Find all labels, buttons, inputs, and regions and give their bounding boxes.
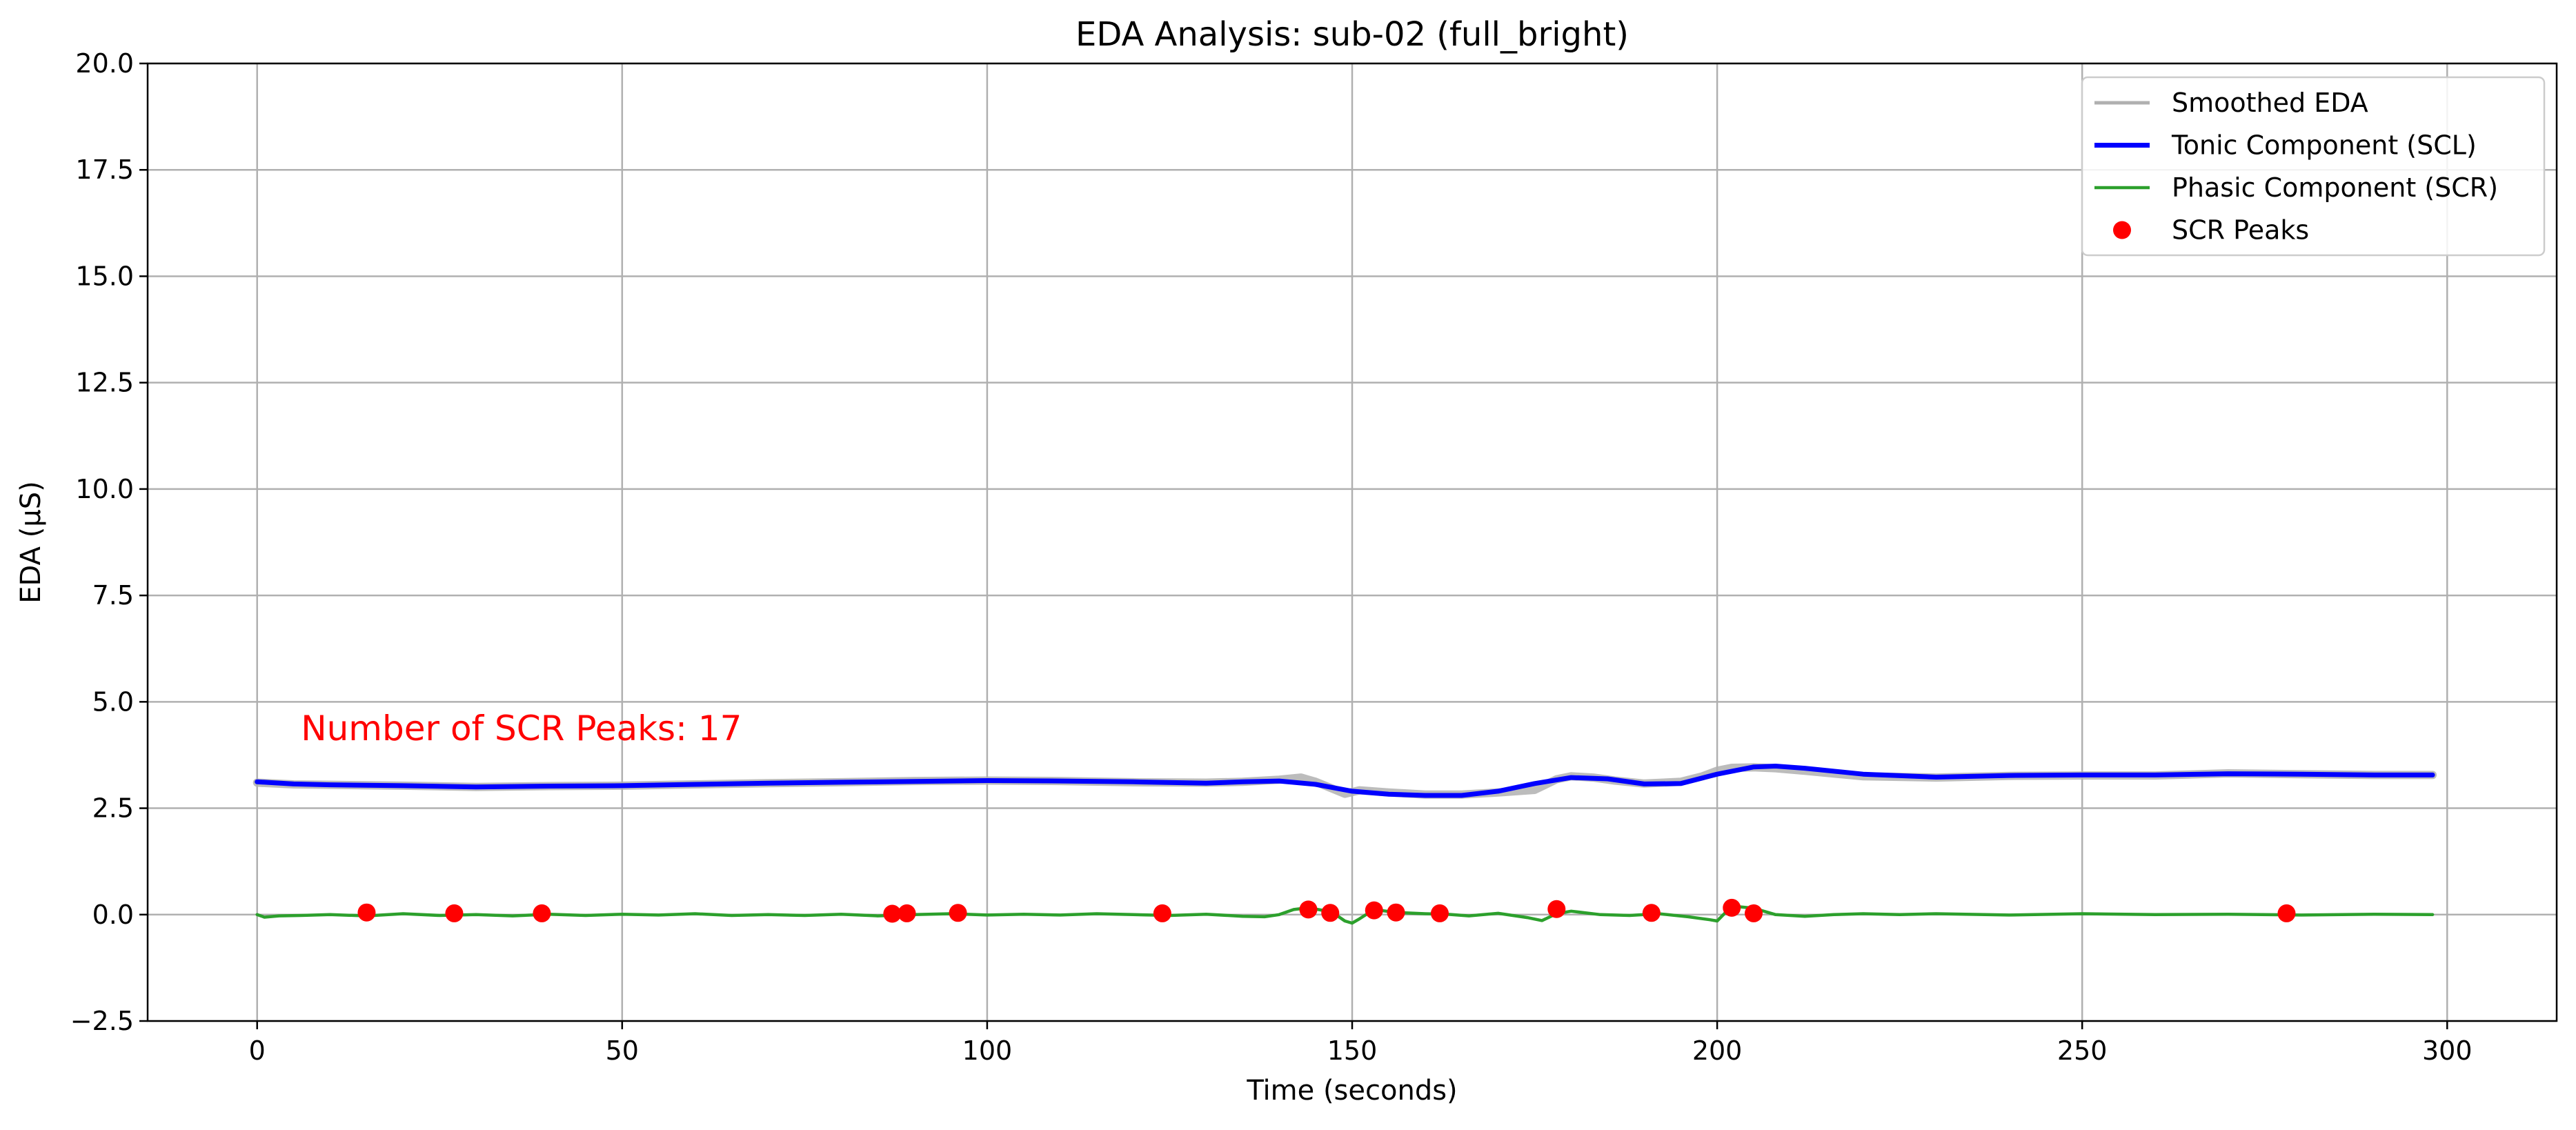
y-tick-label: 7.5 [92, 580, 134, 611]
y-tick-label: 10.0 [75, 474, 134, 504]
scr-peak-point [2277, 904, 2296, 922]
y-tick-label: −2.5 [70, 1006, 134, 1036]
y-tick-label: 0.0 [92, 900, 134, 930]
peak-count-annotation: Number of SCR Peaks: 17 [301, 708, 742, 749]
legend-label: SCR Peaks [2172, 215, 2309, 246]
x-tick-label: 200 [1692, 1035, 1743, 1066]
legend-label: Tonic Component (SCL) [2171, 130, 2477, 161]
y-tick-label: 17.5 [75, 155, 134, 185]
y-axis-label: EDA (µS) [15, 481, 47, 604]
x-tick-label: 250 [2057, 1035, 2108, 1066]
scr-peak-point [1299, 900, 1318, 919]
series-layer [252, 763, 2437, 925]
scr-peak-point [1387, 903, 1405, 922]
scr-peak-point [1153, 904, 1171, 922]
scr-peak-point [445, 904, 464, 922]
x-tick-label: 150 [1327, 1035, 1378, 1066]
scr-peak-point [533, 904, 551, 922]
legend-box [2081, 76, 2546, 257]
scr-peak-point [1365, 901, 1383, 920]
scr-peak-point [1723, 898, 1741, 917]
legend-swatch-scr-peaks [2113, 221, 2131, 239]
y-tick-label: 5.0 [92, 686, 134, 717]
axis-ticks: 0 50 100 150 200 250 300 −2.5 0.0 2.5 5.0 7.5 10.0 12… [70, 48, 2473, 1066]
chart-title: EDA Analysis: sub-02 (full_bright) [1076, 15, 1629, 54]
legend: Smoothed EDA Tonic Component (SCL) Phasic … [2081, 76, 2546, 257]
scr-peak-point [1745, 904, 1763, 922]
scr-peak-point [1430, 904, 1449, 922]
scr-peak-point [357, 903, 376, 922]
legend-entry: Phasic Component (SCR) [2094, 172, 2498, 203]
scr-peak-point [1321, 904, 1340, 922]
legend-label: Smoothed EDA [2172, 88, 2368, 118]
x-tick-label: 0 [249, 1035, 266, 1066]
legend-label: Phasic Component (SCR) [2172, 172, 2498, 203]
scr-peak-point [949, 904, 967, 922]
scr-peak-point [1547, 900, 1566, 918]
x-tick-label: 300 [2422, 1035, 2473, 1066]
x-tick-label: 50 [606, 1035, 639, 1066]
series-line-tonic-component-scl [255, 764, 2435, 798]
y-tick-label: 20.0 [75, 48, 134, 79]
scr-peak-point [883, 904, 902, 923]
y-tick-label: 15.0 [75, 261, 134, 291]
scr-peak-point [1642, 904, 1661, 922]
scr-peak-point [898, 904, 916, 922]
y-tick-label: 12.5 [75, 368, 134, 398]
legend-entry: Tonic Component (SCL) [2094, 130, 2477, 161]
x-axis-label: Time (seconds) [1246, 1075, 1457, 1107]
legend-entry: SCR Peaks [2113, 215, 2309, 246]
y-tick-label: 2.5 [92, 793, 134, 824]
legend-entry: Smoothed EDA [2094, 88, 2368, 118]
x-tick-label: 100 [962, 1035, 1013, 1066]
annotation-layer: Number of SCR Peaks: 17 [301, 708, 742, 749]
